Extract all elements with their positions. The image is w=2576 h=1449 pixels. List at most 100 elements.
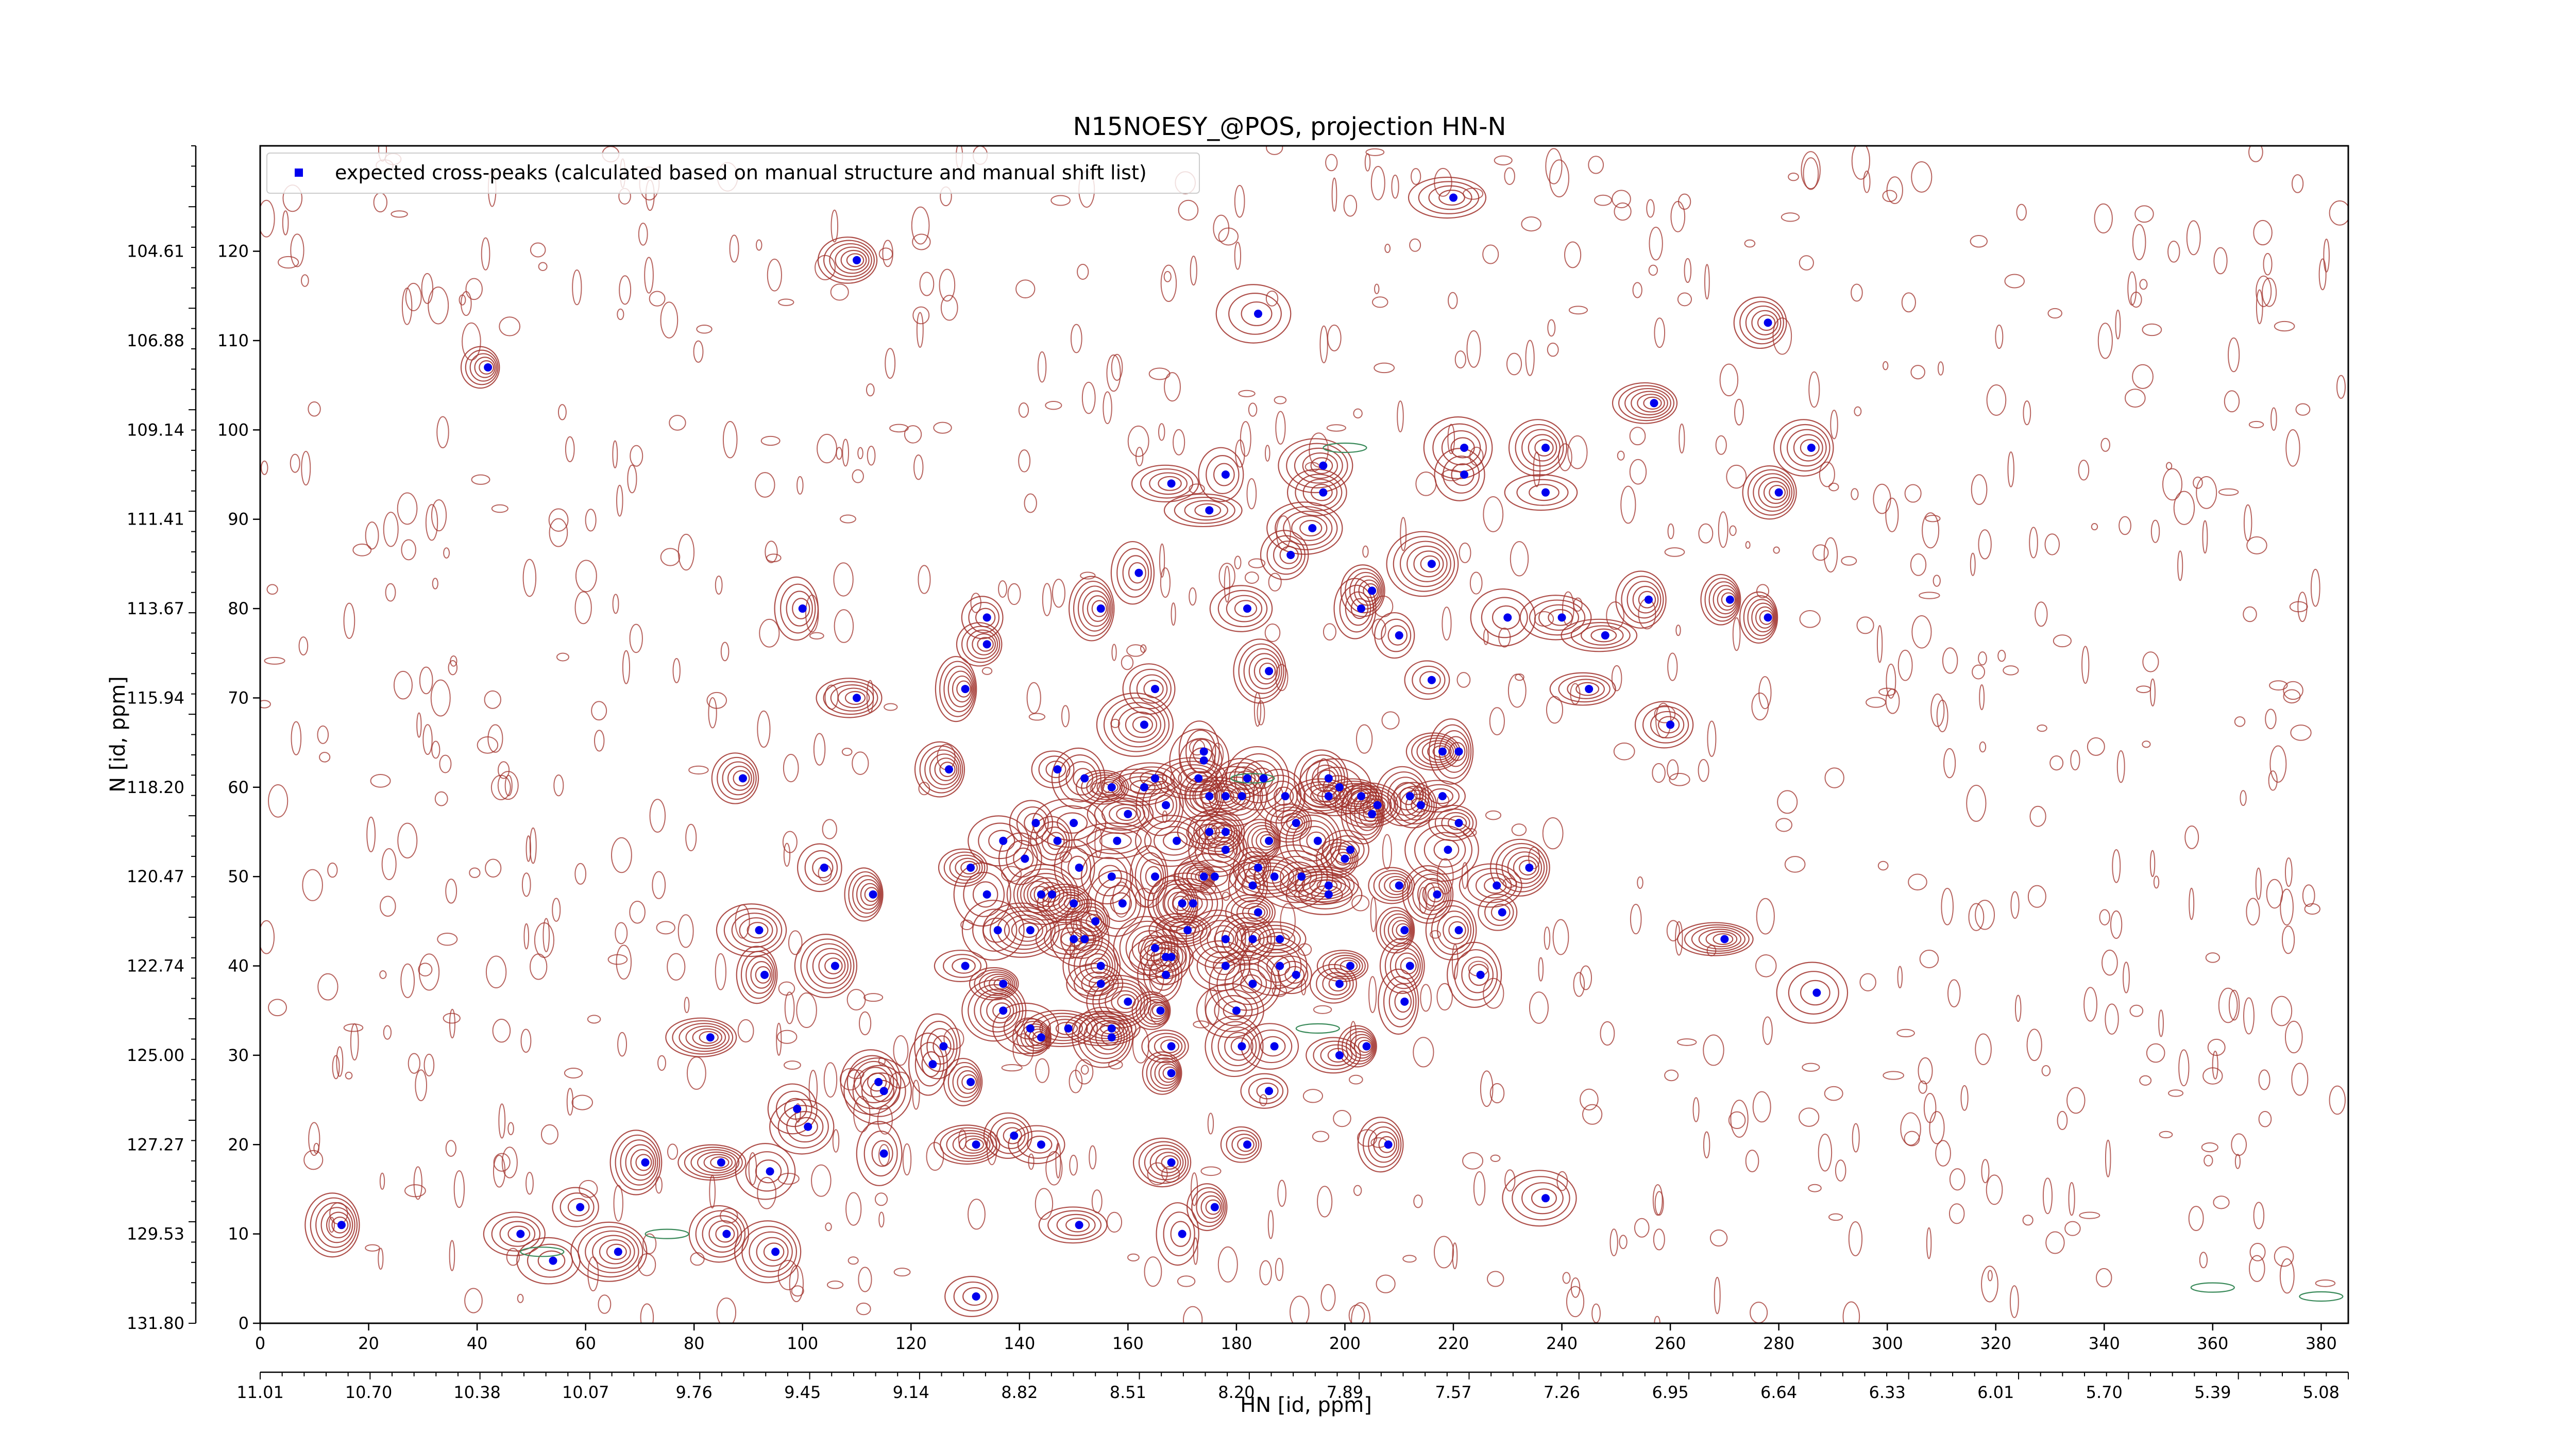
contour-ring (1383, 913, 1413, 947)
contour-ring (1512, 1176, 1570, 1221)
y-ppm-tick-label: 120.47 (127, 867, 184, 886)
expected-peak-point (1167, 953, 1176, 962)
noise-contour (1910, 365, 1925, 380)
contour-ring (1751, 602, 1775, 633)
contour-ring (1405, 794, 1430, 817)
contour-ring (1310, 483, 1333, 501)
noise-contour (1617, 450, 1625, 461)
contour-ring (491, 1216, 541, 1252)
noise-contour (464, 1288, 483, 1313)
noise-contour (1035, 1058, 1049, 1083)
contour-ring (1146, 1054, 1181, 1092)
contour-ring (812, 948, 849, 984)
noise-contour (436, 416, 449, 448)
noise-contour (1926, 1227, 1932, 1259)
noise-contour (552, 898, 561, 922)
noise-contour (422, 724, 433, 755)
contour-ring (1028, 1029, 1048, 1047)
contour-ring (1032, 1031, 1047, 1044)
contour-ring (1320, 1044, 1353, 1067)
noise-contour (1413, 1037, 1434, 1068)
noise-contour (693, 340, 704, 363)
noise-contour (2037, 724, 2047, 732)
noise-contour (430, 679, 451, 717)
noise-contour (656, 921, 675, 935)
noise-contour (856, 1302, 871, 1316)
contour-ring (1217, 589, 1268, 628)
noise-contour (1515, 673, 1524, 681)
contour-ring (1363, 806, 1378, 822)
expected-peak-point (706, 1033, 715, 1042)
expected-peak-point (1460, 470, 1469, 479)
noise-contour (2010, 891, 2020, 919)
contour-ring (1478, 894, 1518, 931)
contour-ring (943, 665, 975, 713)
noise-contour (1447, 424, 1455, 454)
contour-ring (1657, 716, 1680, 734)
contour-ring (1757, 314, 1776, 331)
noise-contour (2189, 887, 2195, 920)
noise-contour (1462, 1152, 1484, 1170)
noise-contour (1573, 972, 1585, 997)
noise-contour (557, 404, 567, 420)
contour-ring (1198, 866, 1228, 887)
contour-ring (1400, 789, 1433, 821)
contour-ring (1412, 873, 1450, 916)
contour-ring (474, 357, 496, 378)
contour-ring (1521, 1182, 1564, 1215)
contour-ring (1068, 939, 1118, 992)
contour-ring (1508, 419, 1568, 477)
contour-ring (1051, 747, 1106, 810)
contour-ring (1294, 447, 1343, 484)
contour-ring (1117, 706, 1162, 743)
noise-contour (345, 1071, 353, 1080)
noise-contour (2150, 519, 2160, 543)
noise-contour (408, 1053, 420, 1074)
noise-contour (2139, 279, 2148, 290)
noise-contour (1244, 571, 1259, 584)
peak-contour (552, 1187, 599, 1227)
expected-peak-point (766, 1167, 774, 1176)
contour-ring (1561, 618, 1638, 652)
expected-peak-point (1248, 881, 1257, 890)
noise-contour (611, 837, 632, 873)
contour-ring (1091, 600, 1107, 617)
noise-contour (1692, 1097, 1700, 1122)
expected-peak-point (1764, 613, 1772, 622)
noise-contour (1259, 1094, 1267, 1106)
noise-contour (1376, 1274, 1396, 1293)
noise-contour (760, 435, 781, 446)
noise-contour (1824, 1086, 1843, 1101)
contour-ring (567, 1198, 590, 1217)
peak-contour (1405, 732, 1461, 771)
expected-peak-point (1243, 604, 1251, 613)
contour-ring (1073, 822, 1152, 860)
contour-ring (465, 349, 499, 385)
noise-contour (401, 288, 413, 325)
noise-contour (2081, 646, 2090, 684)
noise-contour (1698, 523, 1714, 544)
contour-ring (1073, 580, 1113, 637)
contour-ring (1205, 989, 1259, 1032)
expected-peak-point (1725, 595, 1734, 604)
noise-contour (415, 1069, 428, 1101)
contour-ring (1117, 994, 1136, 1009)
peak-contour (1742, 465, 1797, 520)
peak-contour (1132, 1137, 1192, 1188)
noise-contour (1698, 759, 1709, 782)
noise-contour (1012, 1033, 1034, 1067)
contour-ring (1328, 954, 1363, 978)
contour-ring (1389, 948, 1421, 984)
contour-ring (1528, 434, 1557, 462)
expected-peak-point (1346, 962, 1354, 970)
contour-ring (1209, 951, 1281, 1017)
contour-ring (1428, 788, 1454, 804)
negative-contour (1323, 442, 1367, 453)
peak-contour (1733, 296, 1787, 349)
contour-ring (1089, 1020, 1125, 1055)
peak-contour (774, 576, 819, 641)
expected-peak-point (1438, 792, 1447, 801)
noise-contour (2042, 1177, 2053, 1215)
y-tick-label: 100 (217, 420, 249, 440)
noise-contour (1883, 1071, 1905, 1080)
